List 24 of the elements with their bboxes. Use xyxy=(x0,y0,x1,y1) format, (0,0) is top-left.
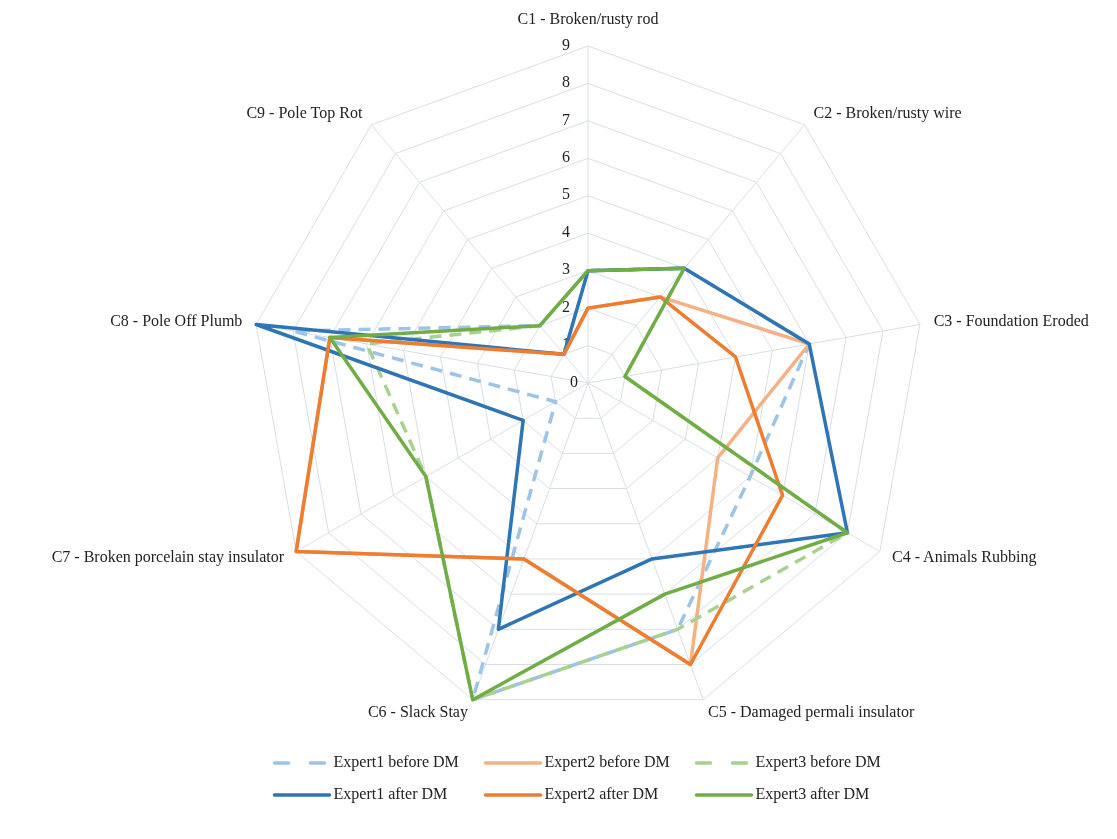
legend-label: Expert1 after DM xyxy=(333,784,448,803)
legend-label: Expert2 before DM xyxy=(544,752,670,771)
spoke-label: C6 - Slack Stay xyxy=(367,702,468,721)
y-tick-label: 3 xyxy=(562,260,570,278)
spoke-label: C7 - Broken porcelain stay insulator xyxy=(51,548,285,567)
y-tick-label: 5 xyxy=(562,185,570,203)
y-tick-label: 2 xyxy=(562,297,570,315)
spoke-label: C9 - Pole Top Rot xyxy=(246,103,363,122)
legend-label: Expert3 after DM xyxy=(755,784,870,803)
y-tick-label: 9 xyxy=(562,35,570,53)
legend-label: Expert1 before DM xyxy=(333,752,459,771)
y-tick-label: 6 xyxy=(562,148,570,166)
spoke-label: C2 - Broken/rusty wire xyxy=(813,103,962,122)
spoke-label: C5 - Damaged permali insulator xyxy=(708,702,915,721)
y-tick-label: 7 xyxy=(562,110,570,128)
spoke-label: C1 - Broken/rusty rod xyxy=(517,9,659,28)
spoke-label: C3 - Foundation Eroded xyxy=(933,311,1089,329)
spoke-label: C4 - Animals Rubbing xyxy=(891,548,1037,567)
legend-label: Expert2 after DM xyxy=(544,784,659,803)
y-tick-label: 0 xyxy=(570,372,578,390)
y-tick-label: 8 xyxy=(562,73,570,91)
y-tick-label: 4 xyxy=(562,222,570,240)
legend-label: Expert3 before DM xyxy=(755,752,881,771)
spoke-label: C8 - Pole Off Plumb xyxy=(110,311,243,329)
